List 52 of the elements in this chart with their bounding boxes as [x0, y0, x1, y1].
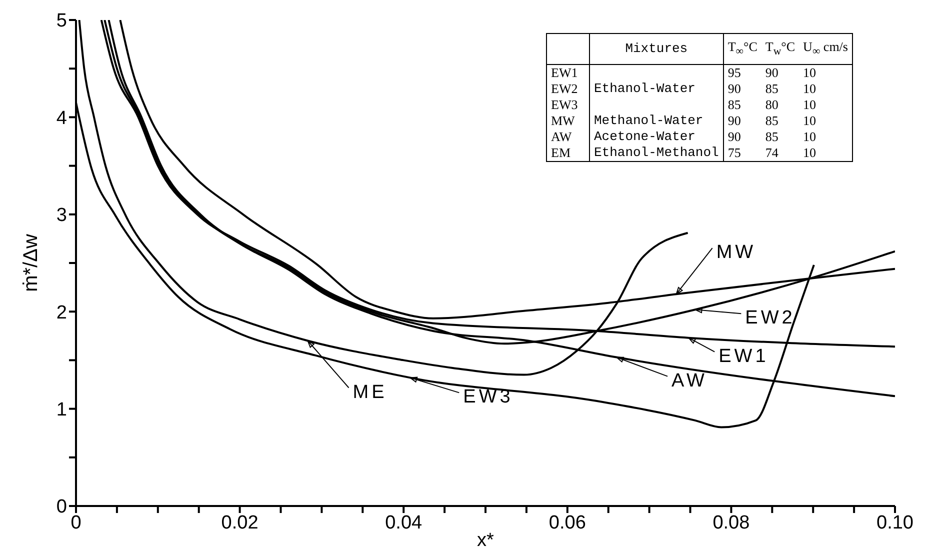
annotation: 90 [728, 129, 741, 144]
annotation: 74 [765, 145, 778, 160]
annotation: EW1 [551, 65, 578, 80]
annotation: 85 [765, 81, 778, 96]
annotation: 10 [803, 81, 816, 96]
annotation: AW [672, 370, 708, 392]
x-tick-label: 0.02 [221, 512, 258, 534]
annotation: 80 [765, 97, 778, 112]
annotation: 10 [803, 97, 816, 112]
y-tick-label: 5 [56, 10, 67, 32]
annotation: T$_{∞}$°C [728, 38, 758, 58]
annotation: U$_{∞}$ cm/s [803, 38, 848, 58]
annotation: 10 [803, 65, 816, 80]
annotation: 90 [728, 81, 741, 96]
annotation: 10 [803, 145, 816, 160]
y-axis-title: ṁ*/Δw [20, 234, 42, 292]
x-tick-label: 0.04 [385, 512, 423, 534]
annotation: Ethanol-Methanol [594, 145, 719, 160]
x-tick-label: 0.10 [876, 512, 914, 534]
annotation: MW [716, 242, 756, 264]
annotation: 85 [765, 113, 778, 128]
annotation: Acetone-Water [594, 129, 696, 144]
annotation: 10 [803, 113, 816, 128]
annotation: 75 [728, 145, 741, 160]
annotation: EW2 [551, 81, 578, 96]
y-tick-label: 3 [56, 205, 67, 226]
annotation: 90 [728, 113, 741, 128]
annotation: EW3 [463, 386, 514, 408]
annotation: 10 [803, 129, 816, 144]
y-tick-label: 2 [56, 302, 67, 324]
annotation: MW [551, 113, 575, 128]
annotation: 95 [728, 65, 741, 80]
x-tick-label: 0.06 [548, 512, 586, 534]
x-tick-label: 0 [70, 512, 82, 534]
annotation: EW1 [718, 346, 769, 367]
annotation: 85 [728, 97, 741, 112]
annotation: ME [352, 382, 388, 403]
annotation: 90 [765, 65, 778, 80]
annotation: AW [551, 129, 572, 144]
x-axis-title: x* [477, 530, 495, 551]
annotation: T$_{w}$°C [765, 38, 796, 58]
y-tick-label: 1 [56, 400, 67, 421]
y-tick-label: 0 [56, 496, 67, 518]
annotation: EW2 [745, 308, 796, 329]
x-tick-label: 0.08 [712, 512, 750, 534]
annotation: 85 [765, 129, 778, 144]
annotation: Mixtures [625, 41, 688, 56]
annotation: Ethanol-Water [594, 81, 696, 96]
annotation: EM [551, 145, 570, 160]
y-tick-label: 4 [56, 108, 68, 129]
annotation: EW3 [551, 97, 578, 112]
annotation: Methanol-Water [594, 113, 704, 128]
